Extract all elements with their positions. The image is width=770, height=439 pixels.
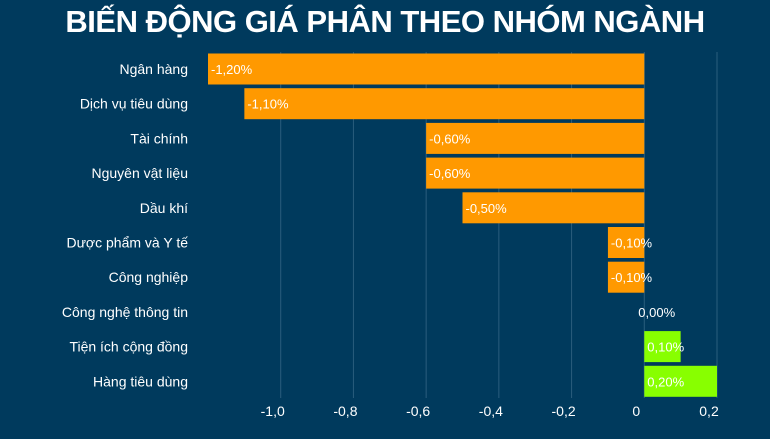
x-tick-label: -1,0: [261, 403, 285, 419]
bar: [244, 88, 645, 120]
x-tick-label: -0,2: [552, 403, 576, 419]
data-label: -0,10%: [611, 236, 653, 251]
bar: [607, 227, 645, 258]
bars: [208, 53, 717, 397]
x-tick-label: 0: [632, 403, 640, 419]
bar: [644, 365, 717, 397]
bar: [644, 331, 681, 363]
category-label: Dược phẩm và Y tế: [66, 235, 188, 251]
data-label: -0,50%: [466, 201, 508, 216]
category-label: Tiện ích cộng đồng: [69, 339, 188, 355]
data-label: 0,00%: [638, 305, 675, 320]
data-label: -0,10%: [611, 270, 653, 285]
chart-title: BIẾN ĐỘNG GIÁ PHÂN THEO NHÓM NGÀNH: [65, 4, 705, 39]
category-label: Tài chính: [130, 130, 188, 146]
bar: [607, 261, 645, 293]
data-label: -1,20%: [211, 62, 253, 77]
bar: [462, 192, 645, 224]
x-tick-label: 0,2: [699, 403, 719, 419]
category-label: Dầu khí: [140, 200, 188, 216]
bar: [426, 157, 645, 189]
category-labels: Ngân hàng Dịch vụ tiêu dùng Tài chính Nguyê…: [62, 61, 188, 389]
category-label: Ngân hàng: [119, 61, 188, 77]
category-label: Hàng tiêu dùng: [93, 373, 188, 389]
data-label: -1,10%: [247, 97, 289, 112]
data-label: 0,10%: [647, 340, 684, 355]
x-axis-ticks: -1,0 -0,8 -0,6 -0,4 -0,2 0 0,2: [261, 403, 719, 419]
category-label: Công nghệ thông tin: [62, 304, 188, 320]
data-label: -0,60%: [429, 166, 471, 181]
x-tick-label: -0,4: [479, 403, 503, 419]
x-tick-label: -0,8: [333, 403, 357, 419]
data-label: 0,20%: [647, 374, 684, 389]
data-label: -0,60%: [429, 131, 471, 146]
category-label: Nguyên vật liệu: [91, 165, 188, 181]
bar: [426, 122, 645, 154]
bar: [208, 53, 645, 85]
category-label: Công nghiệp: [109, 269, 189, 285]
x-tick-label: -0,6: [406, 403, 430, 419]
data-labels: -1,20% -1,10% -0,60% -0,60% -0,50% -0,10% -0,1…: [211, 62, 685, 389]
category-label: Dịch vụ tiêu dùng: [80, 96, 188, 112]
